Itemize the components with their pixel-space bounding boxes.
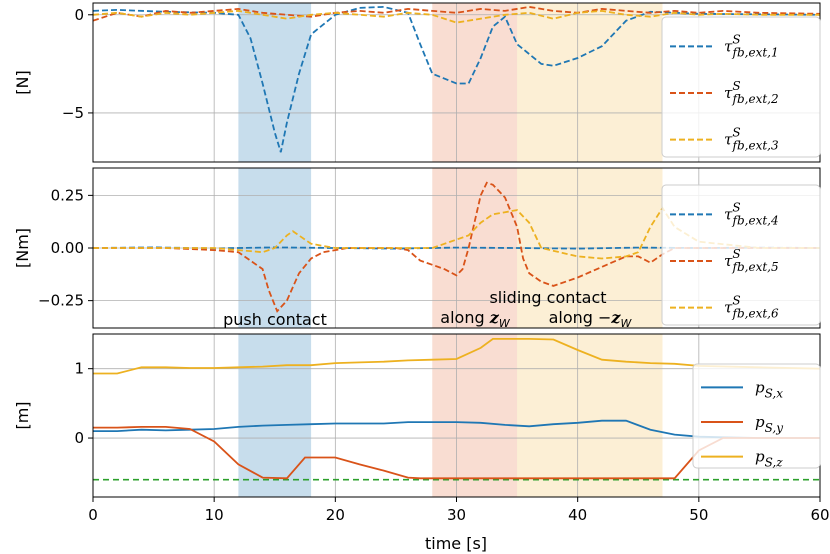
y-tick-label: 0: [74, 429, 84, 447]
y-tick-label: 0.00: [51, 239, 84, 257]
legend-panel-1: [661, 16, 821, 158]
y-axis-label-panel-3: [m]: [13, 401, 32, 429]
x-axis-label: time [s]: [425, 534, 487, 553]
legend-label: τS fb,ext,1: [724, 32, 779, 59]
x-tick-label: 50: [689, 506, 708, 524]
x-tick-label: 10: [205, 506, 224, 524]
region-along-minus-zw-panel-3: [517, 334, 663, 497]
legend-label: τS fb,ext,6: [724, 294, 779, 321]
y-axis-label-panel-1: [N]: [13, 70, 32, 94]
series-line-panel-1-3: [93, 9, 820, 24]
annotation-along-zw: along zW: [440, 308, 511, 330]
region-push-contact-panel-1: [238, 3, 312, 162]
x-tick-label: 30: [447, 506, 466, 524]
series-line-panel-1-1: [93, 5, 820, 153]
series-line-panel-3-2: [93, 426, 820, 480]
legend-panel-3: [692, 363, 821, 469]
legend-label: pS,x: [755, 378, 783, 400]
y-tick-label: 0.25: [51, 186, 84, 204]
annotation-sliding-contact: sliding contact: [489, 288, 606, 307]
y-axis-label-panel-2: [Nm]: [13, 228, 32, 268]
legend-label: pS,z: [755, 448, 783, 470]
legend-label: τS fb,ext,4: [724, 200, 779, 227]
region-along-zw-panel-1: [432, 3, 518, 162]
x-tick-label: 0: [88, 506, 98, 524]
annotation-push-contact: push contact: [223, 310, 327, 329]
series-line-panel-3-3: [93, 338, 820, 375]
y-tick-label: 1: [74, 360, 84, 378]
series-line-panel-2-3: [93, 206, 820, 260]
legend-label: pS,y: [755, 413, 783, 435]
x-tick-label: 40: [568, 506, 587, 524]
series-line-panel-3-1: [93, 419, 820, 439]
region-push-contact-panel-3: [238, 334, 312, 497]
y-tick-label: −5: [62, 104, 84, 122]
y-tick-label: 0: [74, 6, 84, 24]
legend-label: τS fb,ext,5: [724, 247, 779, 274]
y-tick-label: −0.25: [38, 292, 84, 310]
legend-label: τS fb,ext,3: [724, 126, 779, 153]
annotation-along-minus-zw: along −zW: [549, 308, 633, 330]
region-along-minus-zw-panel-1: [517, 3, 663, 162]
x-tick-label: 20: [326, 506, 345, 524]
series-line-panel-1-2: [93, 5, 820, 22]
region-along-zw-panel-3: [432, 334, 518, 497]
legend-panel-2: [661, 184, 821, 326]
legend-label: τS fb,ext,2: [724, 79, 779, 106]
x-tick-label: 60: [810, 506, 829, 524]
series-line-panel-2-2: [93, 181, 820, 313]
